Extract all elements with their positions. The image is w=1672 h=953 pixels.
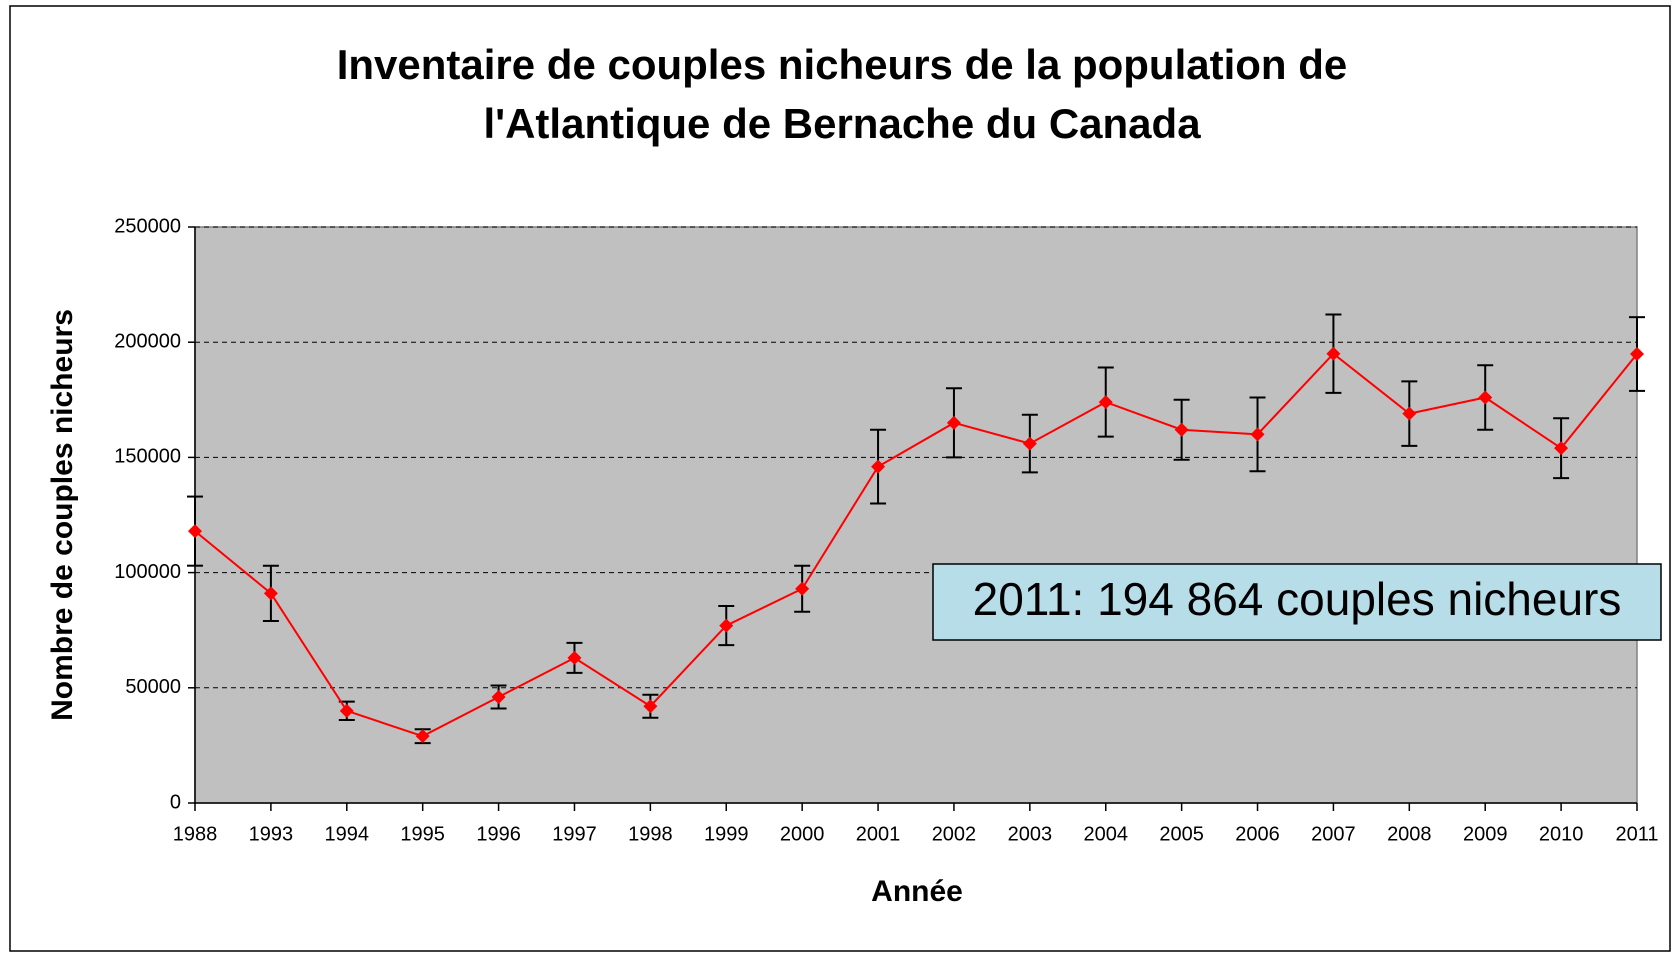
x-tick-label: 2007 (1311, 823, 1356, 845)
x-tick-label: 2011 (1615, 823, 1658, 845)
x-tick-label: 2009 (1463, 823, 1508, 845)
data-point (1402, 406, 1417, 421)
x-tick-label: 2008 (1387, 823, 1432, 845)
data-point (491, 690, 506, 705)
x-tick-label: 1993 (249, 823, 294, 845)
annotation: 2011: 194 864 couples nicheurs (973, 573, 1622, 625)
annotation-box (932, 563, 1662, 641)
data-point (1250, 427, 1265, 442)
x-tick-label: 2002 (932, 823, 977, 845)
y-tick-label: 250000 (114, 215, 181, 237)
x-axis-title: Année (871, 875, 963, 908)
data-point (415, 729, 430, 744)
y-tick-label: 150000 (114, 446, 181, 468)
data-point (871, 459, 886, 474)
data-point (1326, 346, 1341, 361)
data-point (1098, 395, 1113, 410)
x-tick-label: 1997 (552, 823, 597, 845)
y-axis-title: Nombre de couples nicheurs (46, 309, 79, 721)
x-tick-label: 1988 (173, 823, 218, 845)
x-tick-label: 2006 (1235, 823, 1280, 845)
y-tick-label: 50000 (125, 676, 181, 698)
data-point (1554, 441, 1569, 456)
data-point (339, 703, 354, 718)
data-point (946, 415, 961, 430)
data-point (567, 650, 582, 665)
data-point (643, 699, 658, 714)
data-point (1022, 436, 1037, 451)
y-tick-label: 0 (170, 791, 181, 813)
data-point (188, 524, 202, 539)
plot-background (194, 226, 1638, 804)
x-tick-label: 2010 (1539, 823, 1584, 845)
x-tick-label: 2004 (1083, 823, 1128, 845)
x-tick-label: 1995 (400, 823, 445, 845)
data-point (1478, 390, 1493, 405)
x-tick-label: 1996 (476, 823, 521, 845)
data-point (719, 618, 734, 633)
data-line (194, 352, 1638, 738)
x-tick-label: 2005 (1159, 823, 1204, 845)
data-point (1174, 422, 1189, 437)
data-point (1630, 347, 1644, 362)
x-tick-label: 2000 (780, 823, 825, 845)
x-tick-label: 1999 (704, 823, 749, 845)
data-point (263, 586, 278, 601)
y-tick-label: 200000 (114, 330, 181, 352)
x-tick-label: 1998 (628, 823, 673, 845)
x-tick-label: 2003 (1008, 823, 1053, 845)
chart-title: Inventaire de couples nicheurs de la pop… (337, 41, 1348, 88)
y-tick-label: 100000 (114, 561, 181, 583)
data-point (795, 581, 810, 596)
x-tick-label: 1994 (325, 823, 370, 845)
chart-title: l'Atlantique de Bernache du Canada (483, 100, 1201, 147)
x-tick-label: 2001 (856, 823, 901, 845)
